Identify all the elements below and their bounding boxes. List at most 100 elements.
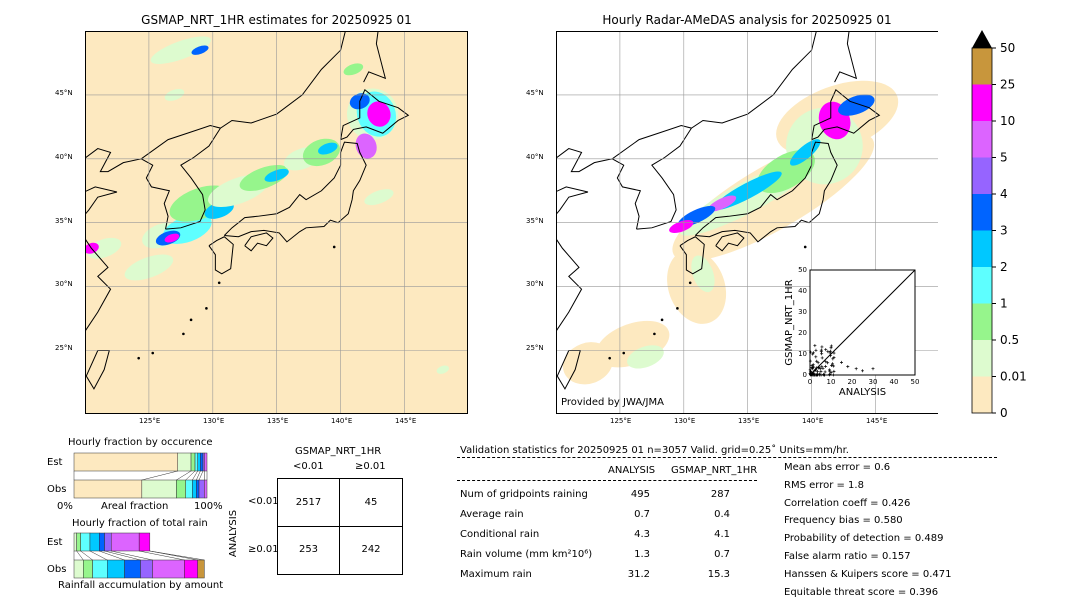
score-line: Equitable threat score = 0.396 <box>784 586 939 598</box>
y-tick-label: 30 <box>798 308 807 316</box>
scatter-point <box>816 361 820 365</box>
colorbar-swatch <box>972 121 992 158</box>
occurrence-est-segment <box>197 452 201 472</box>
right-map-title: Hourly Radar-AMeDAS analysis for 2025092… <box>602 13 892 27</box>
lat-tick-label: 40°N <box>526 152 544 161</box>
connector-line <box>196 470 201 481</box>
totalrain-obs-segment <box>152 559 185 579</box>
stat-gsmap-value: 287 <box>710 489 730 500</box>
scatter-point <box>810 365 814 369</box>
totalrain-est-segment <box>73 532 77 552</box>
rain-area <box>436 365 449 374</box>
coastline-korea <box>140 125 222 230</box>
stat-gsmap-value: 0.4 <box>714 509 730 520</box>
scatter-point <box>815 359 819 363</box>
stat-gsmap-value: 0.7 <box>714 549 730 560</box>
scatter-point <box>818 367 822 371</box>
rain-area <box>343 63 364 76</box>
island <box>182 332 185 336</box>
totalrain-est-segment <box>104 532 112 552</box>
stats-header: Validation statistics for 20250925 01 n=… <box>460 445 849 456</box>
occurrence-obs-segment <box>198 479 205 499</box>
totalrain-est-segment <box>110 532 140 552</box>
colorbar-label: 4 <box>1000 187 1008 201</box>
occurrence-est-segment <box>200 452 204 472</box>
colorbar-swatch <box>972 267 992 304</box>
score-line: Correlation coeff = 0.426 <box>784 497 911 509</box>
score-line: Frequency bias = 0.580 <box>784 515 903 527</box>
rain-area <box>150 36 212 64</box>
scatter-point <box>846 365 850 369</box>
colorbar-label: 25 <box>1000 78 1015 92</box>
coastline-korea <box>611 125 693 230</box>
occurrence-est-label: Est <box>47 457 63 468</box>
totalrain-obs-segment <box>73 559 84 579</box>
colorbar-label: 0 <box>1000 406 1008 418</box>
occurrence-x0: 0% <box>57 501 73 512</box>
island <box>151 351 155 355</box>
colorbar-label: 1 <box>1000 297 1008 311</box>
stat-label: Average rain <box>460 509 524 520</box>
rain-area <box>367 101 391 127</box>
y-tick-label: 40 <box>798 287 807 295</box>
occurrence-est-segment <box>194 452 198 472</box>
score-line: RMS error = 1.8 <box>784 479 864 491</box>
lat-tick-label: 35°N <box>526 216 544 225</box>
diagonal-line <box>809 269 916 376</box>
stat-label: Rain volume (mm km²10⁶) <box>460 549 593 560</box>
totalrain-est-segment <box>99 532 105 552</box>
rain-area <box>318 142 338 155</box>
rain-area <box>823 108 843 133</box>
island <box>608 356 611 360</box>
lon-tick-label: 145°E <box>866 417 888 425</box>
connector-line <box>99 550 125 561</box>
scatter-point <box>809 369 813 373</box>
lat-tick-label: 25°N <box>526 344 544 353</box>
lon-tick-label: 130°E <box>203 417 225 425</box>
scatter-point <box>830 363 834 367</box>
coastline-honshu <box>223 141 367 243</box>
island <box>688 281 692 285</box>
divider <box>457 457 997 458</box>
rain-area <box>355 133 377 159</box>
coastline-taiwan <box>556 350 581 390</box>
left-map-title: GSMAP_NRT_1HR estimates for 20250925 01 <box>141 13 412 27</box>
scatter-ylabel: GSMAP_NRT_1HR <box>784 279 795 365</box>
occurrence-xlabel: Areal fraction <box>101 501 169 512</box>
occurrence-obs-segment <box>196 479 200 499</box>
scatter-point <box>821 366 825 370</box>
x-tick-label: 0 <box>808 378 812 386</box>
contingency-title: GSMAP_NRT_1HR <box>295 446 382 457</box>
y-tick-label: 10 <box>798 350 807 358</box>
scatter-point <box>814 368 818 372</box>
island <box>332 245 336 249</box>
connector-line <box>198 470 204 481</box>
scatter-point <box>819 370 823 374</box>
occurrence-est-segment <box>190 452 196 472</box>
island <box>137 356 140 360</box>
scatter-point <box>871 367 875 371</box>
stat-analysis-value: 31.2 <box>627 569 650 580</box>
scatter-point <box>832 356 836 360</box>
scatter-point <box>820 352 824 356</box>
rain-field <box>85 31 449 390</box>
coastline-kyushu <box>208 236 234 275</box>
scatter-point <box>814 373 818 377</box>
colorbar-swatch <box>972 340 992 377</box>
stat-analysis-value: 0.7 <box>634 509 650 520</box>
y-tick-label: 0 <box>803 371 807 379</box>
coastline-shikoku <box>715 232 745 252</box>
scatter-point <box>820 356 824 360</box>
connector-line <box>149 550 205 561</box>
scatter-point <box>832 364 836 368</box>
scatter-point <box>813 344 817 348</box>
lon-tick-label: 145°E <box>395 417 417 425</box>
rain-area <box>364 189 394 206</box>
connector-line <box>80 550 93 561</box>
rain-area <box>627 345 664 369</box>
scatter-point <box>831 362 835 366</box>
x-tick-label: 20 <box>848 378 857 386</box>
lon-tick-label: 135°E <box>738 417 760 425</box>
scatter-point <box>816 369 820 373</box>
